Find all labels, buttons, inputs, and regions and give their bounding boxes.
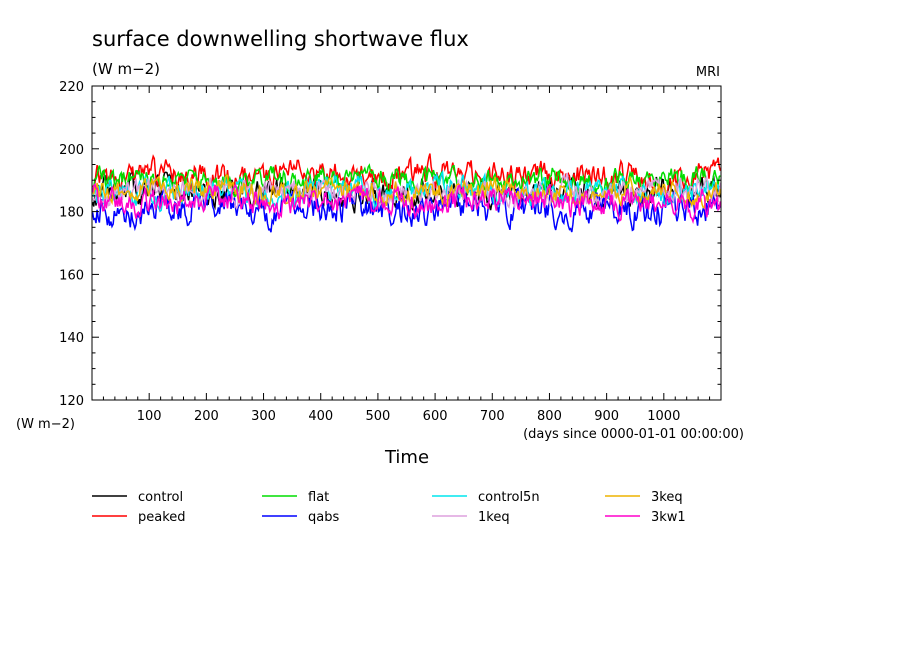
legend-label: 3kw1 (651, 510, 686, 525)
legend-label: qabs (308, 510, 339, 525)
chart-title: surface downwelling shortwave flux (92, 27, 469, 51)
x-axis-label: Time (384, 447, 429, 468)
legend-label: control5n (478, 490, 540, 505)
legend-label: peaked (138, 510, 186, 525)
legend-item-3kw1: 3kw1 (605, 510, 686, 525)
y-tick-label: 220 (59, 80, 84, 95)
y-axis-label: (W m−2) (16, 417, 75, 432)
legend-item-control5n: control5n (432, 490, 540, 505)
y-tick-label: 120 (59, 394, 84, 409)
x-tick-label: 400 (308, 409, 333, 424)
legend-item-3keq: 3keq (605, 490, 683, 505)
series-line-7 (91, 182, 722, 225)
x-tick-label: 800 (537, 409, 562, 424)
x-tick-label: 1000 (647, 409, 680, 424)
axis-layer: 100 200 300 400 500 600 700 800 900 1000 120 140 160… (59, 80, 722, 424)
plot-frame (91, 85, 722, 401)
x-tick-label: 700 (480, 409, 505, 424)
legend-label: 1keq (478, 510, 510, 525)
legend: control peaked flat qabs control5n 1keq 3keq 3k… (92, 490, 686, 525)
legend-label: control (138, 490, 183, 505)
legend-label: 3keq (651, 490, 683, 505)
chart-subtitle: (W m−2) (92, 60, 160, 78)
legend-item-control: control (92, 490, 183, 505)
x-tick-label: 100 (137, 409, 162, 424)
legend-item-flat: flat (262, 490, 329, 505)
x-tick-label: 300 (251, 409, 276, 424)
legend-item-qabs: qabs (262, 510, 339, 525)
legend-item-peaked: peaked (92, 510, 186, 525)
x-tick-label: 500 (365, 409, 390, 424)
series-layer (91, 153, 722, 233)
x-tick-label: 200 (194, 409, 219, 424)
y-tick-label: 180 (59, 206, 84, 221)
x-tick-label: 900 (594, 409, 619, 424)
source-label: MRI (696, 65, 720, 80)
y-tick-label: 200 (59, 143, 84, 158)
x-units-note: (days since 0000-01-01 00:00:00) (523, 427, 744, 442)
y-tick-label: 140 (59, 331, 84, 346)
legend-item-1keq: 1keq (432, 510, 510, 525)
y-tick-label: 160 (59, 268, 84, 283)
legend-label: flat (308, 490, 329, 505)
x-tick-label: 600 (423, 409, 448, 424)
